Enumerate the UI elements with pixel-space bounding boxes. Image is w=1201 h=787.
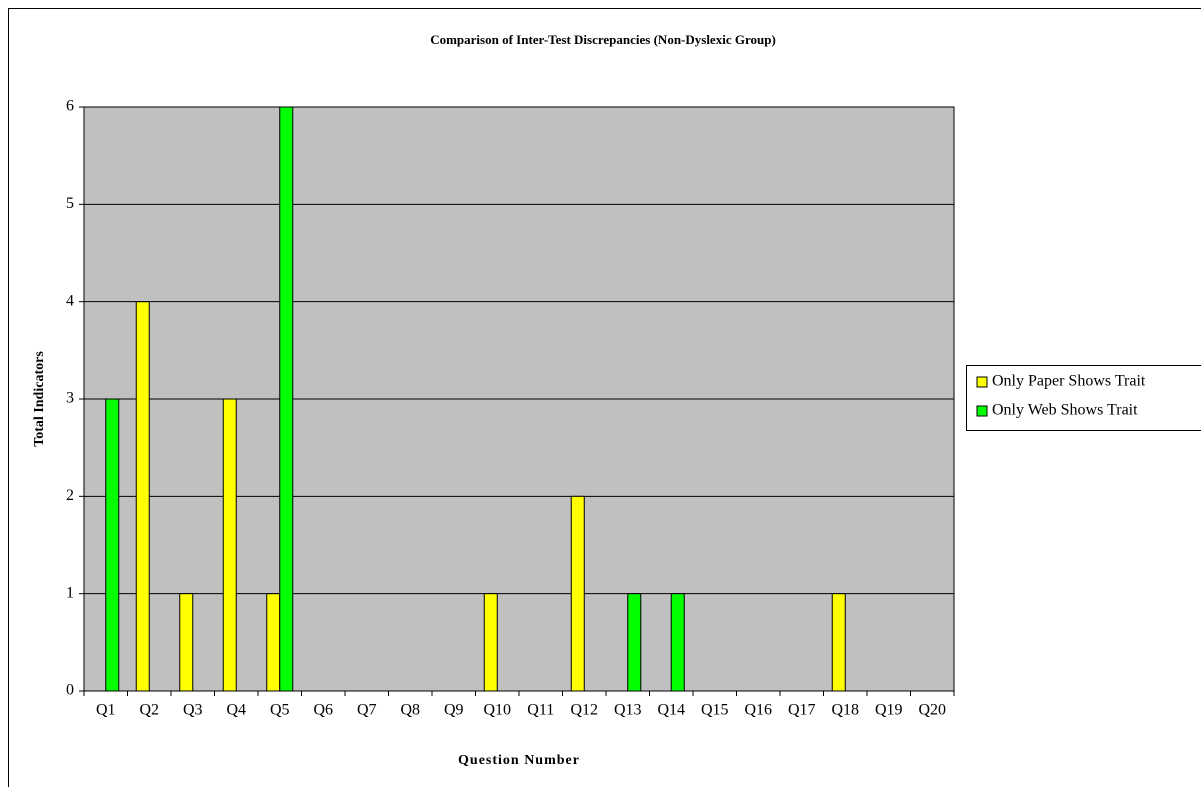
bar: [179, 593, 194, 692]
bar: [831, 593, 846, 692]
x-tick-label: Q4: [226, 702, 246, 719]
x-tick-label: Q12: [570, 702, 598, 719]
x-tick-label: Q19: [875, 702, 903, 719]
x-tick-label: Q10: [483, 702, 511, 719]
legend-box: [966, 365, 1201, 431]
legend-label: Only Paper Shows Trait: [992, 373, 1146, 390]
x-tick-label: Q2: [139, 702, 159, 719]
chart-title: Comparison of Inter-Test Discrepancies (…: [430, 32, 776, 47]
x-tick-label: Q8: [400, 702, 420, 719]
bar: [135, 301, 150, 692]
y-tick-label: 3: [66, 390, 74, 407]
x-tick-label: Q3: [183, 702, 203, 719]
x-tick-label: Q17: [788, 702, 816, 719]
bar: [105, 398, 120, 692]
y-tick-label: 6: [66, 98, 74, 115]
x-tick-label: Q7: [357, 702, 377, 719]
bar: [279, 106, 294, 692]
legend-swatch: [976, 376, 988, 388]
x-tick-label: Q13: [614, 702, 642, 719]
x-tick-label: Q20: [918, 702, 946, 719]
bar: [570, 495, 585, 692]
x-tick-label: Q15: [701, 702, 729, 719]
x-axis-label: Question Number: [458, 753, 580, 768]
bar: [670, 593, 685, 692]
x-tick-label: Q14: [657, 702, 685, 719]
x-tick-label: Q1: [96, 702, 116, 719]
x-tick-label: Q6: [313, 702, 333, 719]
x-tick-label: Q5: [270, 702, 290, 719]
x-tick-label: Q16: [744, 702, 772, 719]
legend-swatch: [976, 405, 988, 417]
bar: [627, 593, 642, 692]
y-tick-label: 0: [66, 682, 74, 699]
x-tick-label: Q9: [444, 702, 464, 719]
bar: [266, 593, 281, 692]
y-tick-label: 1: [66, 584, 74, 601]
bar: [483, 593, 498, 692]
bar: [222, 398, 237, 692]
y-tick-label: 4: [66, 292, 74, 309]
y-tick-label: 5: [66, 195, 74, 212]
x-tick-label: Q11: [527, 702, 554, 719]
y-axis-label: Total Indicators: [32, 351, 47, 447]
y-tick-label: 2: [66, 487, 74, 504]
x-tick-label: Q18: [831, 702, 859, 719]
legend-label: Only Web Shows Trait: [992, 402, 1138, 419]
